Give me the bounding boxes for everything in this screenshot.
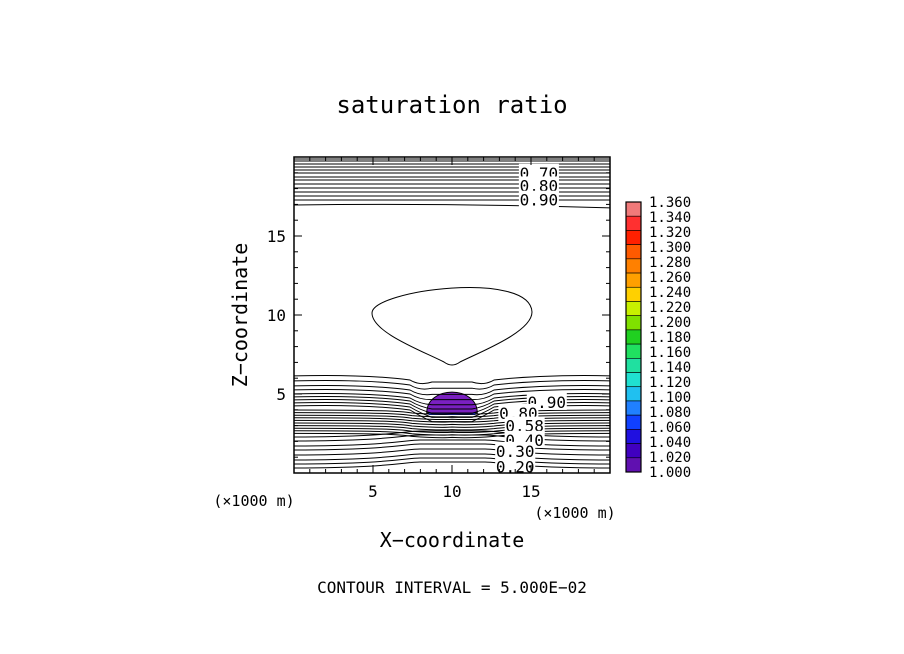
contour-label: 0.20	[496, 458, 535, 477]
contour-label-bg	[495, 441, 536, 459]
contour-line	[294, 453, 610, 461]
colorbar-swatch	[625, 414, 642, 430]
colorbar-swatch	[625, 258, 642, 274]
colorbar-label: 1.040	[649, 435, 691, 451]
contour-line	[294, 384, 610, 396]
contour-label-bg	[518, 190, 559, 208]
y-axis-label: Z−coordinate	[228, 243, 252, 388]
contour-line	[294, 439, 610, 447]
colorbar-swatch	[625, 358, 642, 373]
colorbar-swatch	[625, 286, 642, 302]
colorbar-label: 1.020	[649, 450, 691, 466]
colorbar-swatch	[625, 343, 642, 359]
colorbar-swatch	[625, 201, 642, 217]
z-unit-label: (×1000 m)	[213, 492, 294, 510]
colorbar-label: 1.240	[649, 285, 691, 301]
contour-label-bg	[495, 457, 536, 475]
colorbar-swatch	[625, 315, 642, 331]
colorbar-swatch	[625, 443, 642, 459]
colorbar-label: 1.320	[649, 225, 691, 241]
contour-lines	[294, 158, 610, 469]
colorbar-swatch	[625, 386, 642, 402]
colorbar-label: 1.000	[649, 465, 691, 481]
colorbar-label: 1.200	[649, 315, 691, 331]
contour-line	[294, 379, 610, 390]
contour-line	[294, 457, 610, 465]
contour-line	[294, 374, 610, 385]
y-tick-label: 10	[267, 306, 286, 325]
colorbar-label: 1.220	[649, 300, 691, 316]
colorbar-label: 1.340	[649, 210, 691, 226]
contour-label: 0.90	[520, 191, 559, 210]
colorbar-label: 1.280	[649, 255, 691, 271]
contour-line	[294, 203, 610, 209]
colorbar-label: 1.260	[649, 270, 691, 286]
colorbar-label: 1.060	[649, 420, 691, 436]
x-unit-label: (×1000 m)	[534, 504, 615, 522]
colorbar-label: 1.100	[649, 390, 691, 406]
colorbar-swatch	[625, 457, 642, 473]
colorbar-label: 1.120	[649, 375, 691, 391]
contour-line	[294, 425, 610, 431]
colorbar-swatch	[625, 372, 642, 388]
colorbar-label: 1.300	[649, 240, 691, 256]
contour-line	[294, 417, 610, 423]
colorbar-swatch	[625, 400, 642, 416]
x-tick-label: 10	[442, 482, 461, 501]
axis-ticks	[294, 157, 610, 473]
contour-line	[294, 448, 610, 456]
colorbar-label: 1.140	[649, 360, 691, 376]
colorbar-frame	[625, 201, 642, 473]
contour-line	[294, 422, 610, 428]
colorbar-swatch	[625, 244, 642, 260]
colorbar-swatch	[625, 230, 642, 245]
colorbar-swatch	[625, 301, 642, 316]
contour-line	[294, 461, 610, 469]
colorbar-swatch	[625, 272, 642, 288]
contour-label-bg	[518, 176, 559, 194]
supersaturated-dome	[426, 391, 478, 414]
contour-line	[294, 388, 610, 401]
x-tick-label: 15	[521, 482, 540, 501]
x-axis-label: X−coordinate	[380, 528, 525, 552]
x-tick-label: 5	[368, 482, 378, 501]
colorbar-swatch	[625, 429, 642, 444]
chart-title: saturation ratio	[336, 91, 567, 119]
y-tick-label: 5	[276, 385, 286, 404]
contour-line	[294, 432, 610, 439]
colorbar-swatch	[625, 329, 642, 345]
contour-line	[371, 287, 533, 366]
contour-interval-note: CONTOUR INTERVAL = 5.000E−02	[317, 578, 587, 597]
colorbar-label: 1.080	[649, 405, 691, 421]
colorbar-label: 1.160	[649, 345, 691, 361]
supersaturated-region	[426, 391, 478, 415]
contour-labels: 0.700.800.900.900.800.580.400.300.20	[495, 163, 567, 477]
colorbar-label: 1.360	[649, 195, 691, 211]
colorbar: 1.3601.3401.3201.3001.2801.2601.2401.220…	[625, 195, 691, 481]
colorbar-label: 1.180	[649, 330, 691, 346]
colorbar-swatch	[625, 215, 642, 231]
x-tick-labels: 5 10 15	[368, 482, 540, 501]
y-tick-label: 15	[267, 227, 286, 246]
contour-line	[294, 427, 610, 434]
contour-label-bg	[504, 416, 545, 434]
contour-line	[294, 443, 610, 451]
contour-label: 0.30	[496, 442, 535, 461]
contour-line	[294, 419, 610, 426]
y-tick-labels: 5 10 15	[267, 227, 286, 404]
